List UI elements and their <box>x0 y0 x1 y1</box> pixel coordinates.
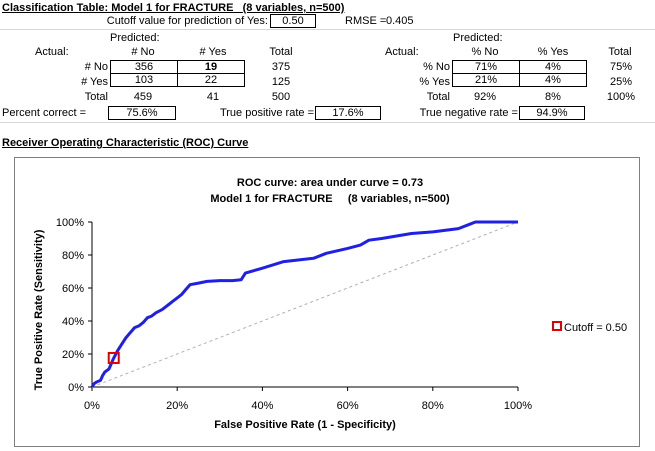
y-tick-label: 40% <box>62 316 84 328</box>
x-tick-label: 40% <box>251 400 273 412</box>
x-tick-label: 100% <box>504 400 532 412</box>
percent-correct-value: 75.6% <box>108 106 176 120</box>
pct-grand-total: 100% <box>606 91 636 103</box>
classification-title: Classification Table: Model 1 for FRACTU… <box>2 1 344 15</box>
count-grand-total: 500 <box>271 91 291 103</box>
y-tick-label: 100% <box>56 217 84 229</box>
cutoff-label: Cutoff value for prediction of Yes: <box>106 15 268 27</box>
count-col-total-yes: 41 <box>206 91 220 103</box>
pct-row-label-no: % No <box>423 61 450 73</box>
percent-correct-label: Percent correct = <box>2 107 87 119</box>
classification-title-suffix: (8 variables, n=500) <box>242 2 345 14</box>
x-tick-label: 80% <box>422 400 444 412</box>
y-axis-label: True Positive Rate (Sensitivity) <box>33 229 45 390</box>
rmse-value: 0.405 <box>386 15 414 27</box>
roc-section-title: Receiver Operating Characteristic (ROC) … <box>2 137 249 149</box>
y-tick-label: 0% <box>68 382 84 394</box>
chart-subtitle: Model 1 for FRACTURE (8 variables, n=500… <box>210 193 450 205</box>
pct-cell-yes-yes: 4% <box>519 73 587 87</box>
count-row-label-yes: # Yes <box>81 76 108 88</box>
actual-label-left: Actual: <box>35 46 69 58</box>
pct-row-total-no: 75% <box>609 61 633 73</box>
roc-chart-frame <box>14 157 640 447</box>
pct-cell-no-no: 71% <box>452 60 520 74</box>
x-axis-label: False Positive Rate (1 - Specificity) <box>214 419 396 431</box>
y-tick-label: 20% <box>62 349 84 361</box>
count-cell-yes-no: 103 <box>110 73 178 87</box>
pct-header-total: Total <box>608 46 632 58</box>
count-grid: 356 19 103 22 <box>110 60 245 87</box>
rmse-label: RMSE = <box>345 15 387 27</box>
pct-col-total-yes: 8% <box>545 91 561 103</box>
y-tick-label: 80% <box>62 250 84 262</box>
diagonal-reference-line <box>91 221 519 388</box>
cutoff-point-marker <box>107 351 120 364</box>
legend-cutoff-label: Cutoff = 0.50 <box>564 322 627 334</box>
tnr-label: True negative rate = <box>419 107 518 119</box>
count-cell-no-no: 356 <box>110 60 178 74</box>
roc-curve-line <box>90 220 518 388</box>
legend-cutoff-marker <box>552 321 562 331</box>
count-col-total-no: 459 <box>133 91 153 103</box>
classification-title-text: Classification Table: Model 1 for FRACTU… <box>2 2 234 14</box>
x-tick-label: 0% <box>84 400 100 412</box>
pct-cell-yes-no: 21% <box>452 73 520 87</box>
predicted-label-left: Predicted: <box>110 32 160 44</box>
count-header-no: # No <box>131 46 155 58</box>
count-header-total: Total <box>269 46 293 58</box>
x-tick-label: 60% <box>337 400 359 412</box>
actual-label-right: Actual: <box>385 46 419 58</box>
count-row-label-total: Total <box>84 91 108 103</box>
cutoff-value[interactable]: 0.50 <box>270 14 316 28</box>
chart-title: ROC curve: area under curve = 0.73 <box>237 177 423 189</box>
pct-header-yes: % Yes <box>537 46 569 58</box>
count-row-total-no: 375 <box>271 61 291 73</box>
pct-col-total-no: 92% <box>473 91 497 103</box>
count-cell-yes-yes: 22 <box>177 73 245 87</box>
y-tick-label: 60% <box>62 283 84 295</box>
count-row-label-no: # No <box>84 61 108 73</box>
tnr-value: 94.9% <box>519 106 585 120</box>
count-row-total-yes: 125 <box>271 76 291 88</box>
predicted-label-right: Predicted: <box>453 32 503 44</box>
count-header-yes: # Yes <box>199 46 227 58</box>
pct-row-label-total: Total <box>426 91 450 103</box>
pct-grid: 71% 4% 21% 4% <box>452 60 587 87</box>
tpr-label: True positive rate = <box>219 107 314 119</box>
pct-header-no: % No <box>471 46 499 58</box>
pct-row-total-yes: 25% <box>609 76 633 88</box>
pct-row-label-yes: % Yes <box>419 76 450 88</box>
x-tick-label: 20% <box>166 400 188 412</box>
tpr-value: 17.6% <box>315 106 381 120</box>
